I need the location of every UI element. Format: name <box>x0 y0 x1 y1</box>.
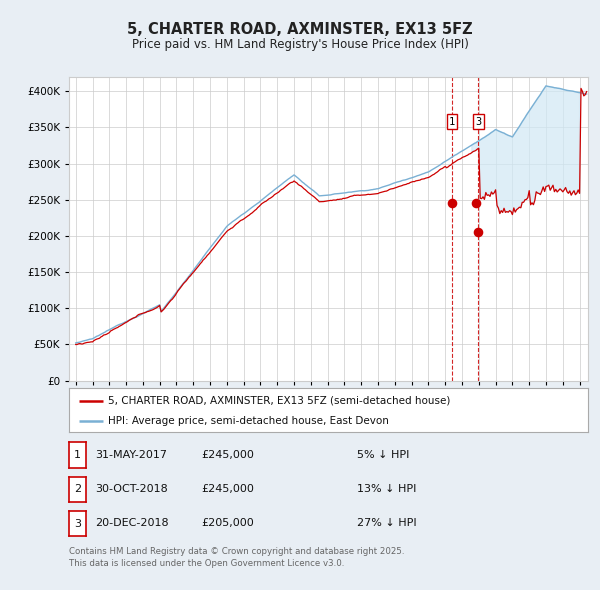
Text: £205,000: £205,000 <box>201 519 254 529</box>
Text: 1: 1 <box>74 450 81 460</box>
Text: 1: 1 <box>449 117 455 126</box>
Point <box>448 199 457 208</box>
Text: 30-OCT-2018: 30-OCT-2018 <box>95 484 167 494</box>
Text: 20-DEC-2018: 20-DEC-2018 <box>95 519 169 529</box>
Text: 3: 3 <box>475 117 481 126</box>
Text: Contains HM Land Registry data © Crown copyright and database right 2025.
This d: Contains HM Land Registry data © Crown c… <box>69 547 404 568</box>
Text: 27% ↓ HPI: 27% ↓ HPI <box>357 519 416 529</box>
Text: 5, CHARTER ROAD, AXMINSTER, EX13 5FZ (semi-detached house): 5, CHARTER ROAD, AXMINSTER, EX13 5FZ (se… <box>108 396 450 405</box>
Text: £245,000: £245,000 <box>201 484 254 494</box>
Text: 3: 3 <box>74 519 81 529</box>
Point <box>473 228 483 237</box>
Text: 31-MAY-2017: 31-MAY-2017 <box>95 450 167 460</box>
Text: HPI: Average price, semi-detached house, East Devon: HPI: Average price, semi-detached house,… <box>108 416 389 426</box>
Text: 2: 2 <box>74 484 81 494</box>
Text: £245,000: £245,000 <box>201 450 254 460</box>
Text: 5, CHARTER ROAD, AXMINSTER, EX13 5FZ: 5, CHARTER ROAD, AXMINSTER, EX13 5FZ <box>127 22 473 37</box>
Point <box>471 199 481 208</box>
Text: 13% ↓ HPI: 13% ↓ HPI <box>357 484 416 494</box>
Text: 5% ↓ HPI: 5% ↓ HPI <box>357 450 409 460</box>
Text: Price paid vs. HM Land Registry's House Price Index (HPI): Price paid vs. HM Land Registry's House … <box>131 38 469 51</box>
